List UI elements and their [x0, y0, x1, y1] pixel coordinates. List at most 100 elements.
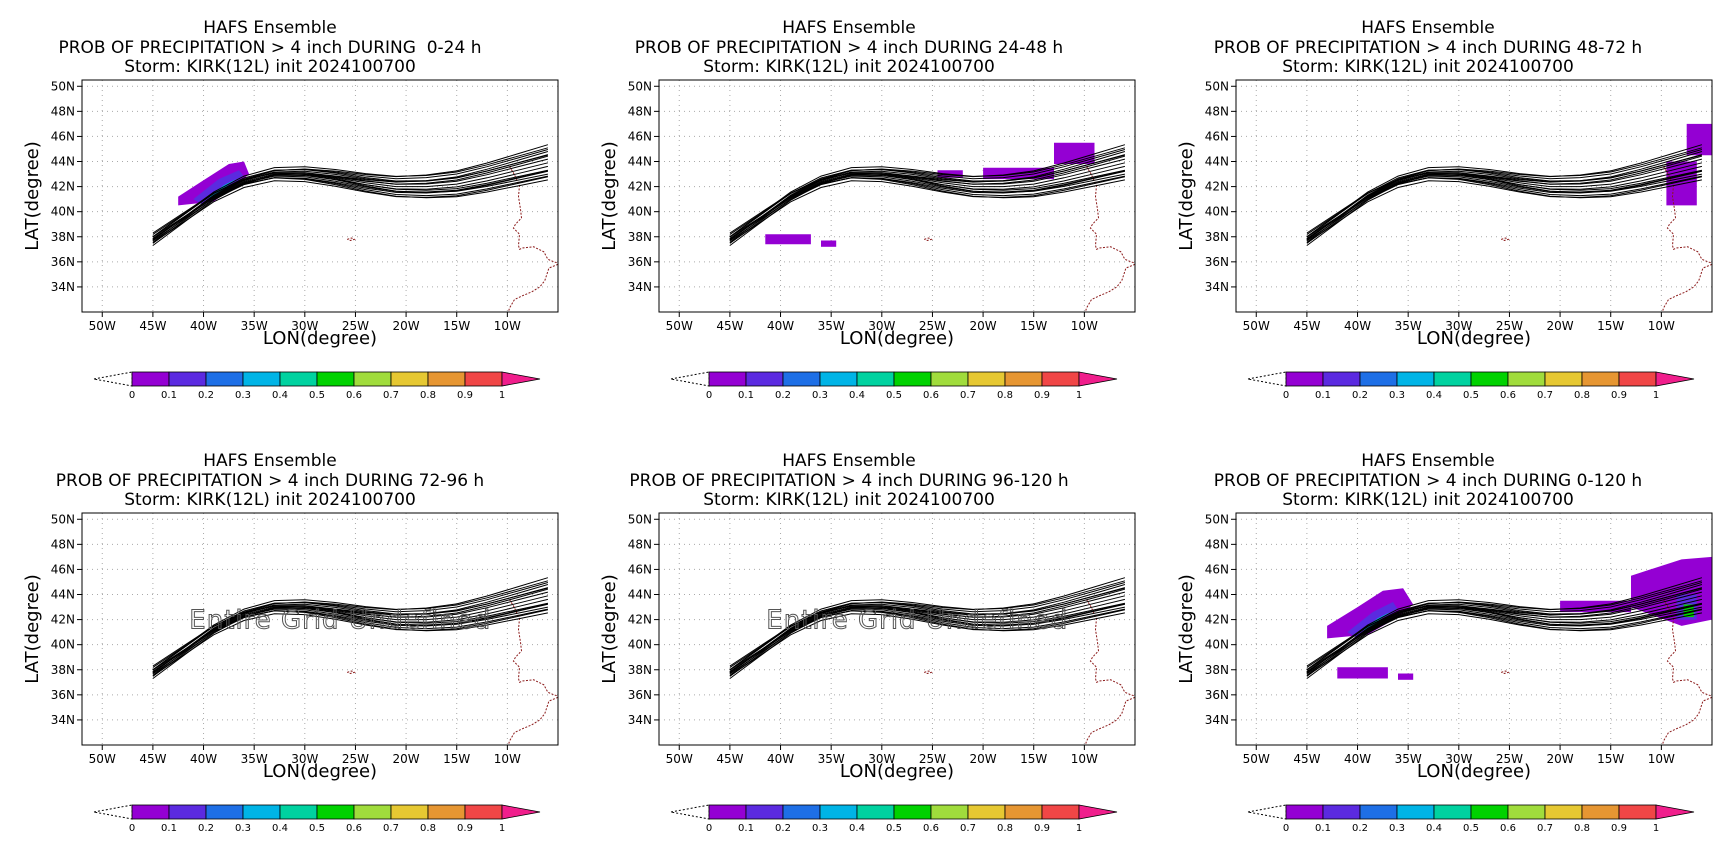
y-tick-label: 38N	[628, 230, 652, 244]
colorbar-label: 1	[1653, 823, 1659, 834]
x-tick-label: 50W	[1243, 752, 1270, 766]
x-tick-label: 50W	[666, 319, 693, 333]
colorbar-swatch	[1581, 804, 1620, 820]
x-tick-label: 45W	[139, 319, 166, 333]
colorbar-label: 0.1	[161, 823, 177, 834]
colorbar-swatch	[464, 371, 503, 387]
x-tick-label: 50W	[1243, 319, 1270, 333]
colorbar-swatch	[930, 804, 969, 820]
y-tick-label: 46N	[51, 562, 75, 576]
ensemble-track	[1306, 582, 1703, 674]
x-tick-label: 30W	[868, 319, 895, 333]
x-tick-label: 35W	[818, 752, 845, 766]
x-tick-label: 40W	[190, 752, 217, 766]
x-tick-label: 25W	[919, 319, 946, 333]
x-tick-label: 25W	[1496, 752, 1523, 766]
x-tick-label: 40W	[190, 319, 217, 333]
x-tick-label: 20W	[393, 752, 420, 766]
ensemble-track	[1306, 577, 1703, 676]
y-axis-label: LAT(degree)	[1176, 141, 1197, 250]
colorbar-swatch	[745, 804, 784, 820]
colorbar-label: 0	[1283, 390, 1289, 401]
colorbar-swatch	[967, 371, 1006, 387]
colorbar-label: 0.4	[849, 390, 865, 401]
plot-frame	[81, 512, 559, 746]
ensemble-track	[152, 577, 549, 676]
ensemble-track	[152, 584, 549, 679]
y-tick-label: 48N	[628, 104, 652, 118]
x-tick-label: 15W	[443, 752, 470, 766]
x-axis-label: LON(degree)	[1417, 328, 1531, 349]
colorbar-swatch	[782, 804, 821, 820]
x-tick-label: 35W	[1395, 319, 1422, 333]
y-tick-label: 40N	[1205, 638, 1229, 652]
colorbar-swatch	[819, 804, 858, 820]
x-tick-label: 25W	[1496, 319, 1523, 333]
colorbar-label: 0.4	[272, 390, 288, 401]
ensemble-track	[729, 147, 1126, 238]
y-tick-label: 44N	[51, 155, 75, 169]
colorbar-swatch	[819, 371, 858, 387]
x-tick-label: 20W	[1547, 752, 1574, 766]
y-axis-label: LAT(degree)	[599, 141, 620, 250]
colorbar-swatch	[1004, 804, 1043, 820]
y-tick-label: 36N	[51, 255, 75, 269]
y-tick-label: 40N	[51, 205, 75, 219]
y-tick-label: 40N	[1205, 205, 1229, 219]
colorbar-swatch	[427, 371, 466, 387]
x-tick-label: 10W	[1071, 319, 1098, 333]
ensemble-track	[729, 151, 1126, 246]
y-tick-label: 38N	[628, 663, 652, 677]
colorbar-under-triangle	[93, 804, 133, 820]
storm-info: Storm: KIRK(12L) init 2024100700	[1282, 57, 1574, 77]
colorbar-swatch	[1433, 804, 1472, 820]
colorbar-label: 0	[706, 390, 712, 401]
colorbar-label: 0.3	[235, 823, 251, 834]
colorbar-label: 0.4	[849, 823, 865, 834]
y-tick-label: 42N	[51, 180, 75, 194]
ensemble-track	[152, 176, 549, 244]
x-tick-label: 50W	[89, 319, 116, 333]
ensemble-track	[729, 170, 1126, 240]
colorbar-label: 0.4	[1426, 823, 1442, 834]
colorbar-label: 0.7	[1537, 390, 1553, 401]
colorbar-swatch	[1618, 371, 1657, 387]
ensemble-track	[1306, 177, 1702, 238]
y-axis-label: LAT(degree)	[22, 574, 43, 683]
colorbar-over-triangle	[501, 804, 541, 820]
ensemble-track	[729, 169, 1126, 235]
y-tick-label: 44N	[51, 588, 75, 602]
ensemble-track	[729, 580, 1126, 671]
ensemble-track	[729, 176, 1126, 244]
colorbar-swatch	[1470, 371, 1509, 387]
colorbar-label: 1	[499, 823, 505, 834]
colorbar-swatch	[1507, 804, 1546, 820]
coastline-africa	[1662, 263, 1712, 312]
colorbar-label: 0.6	[1500, 390, 1516, 401]
coastline-iberia	[508, 166, 558, 264]
y-tick-label: 48N	[51, 537, 75, 551]
ensemble-track	[152, 147, 549, 238]
y-tick-label: 34N	[51, 713, 75, 727]
colorbar-swatch	[353, 804, 392, 820]
ensemble-track	[152, 155, 549, 244]
x-tick-label: 20W	[1547, 319, 1574, 333]
colorbar-label: 0.5	[1463, 823, 1479, 834]
colorbar-label: 0.9	[1034, 823, 1050, 834]
storm-info: Storm: KIRK(12L) init 2024100700	[1282, 490, 1574, 510]
colorbar-swatch	[930, 371, 969, 387]
ensemble-track	[729, 588, 1126, 677]
y-tick-label: 36N	[628, 255, 652, 269]
x-tick-label: 20W	[393, 319, 420, 333]
y-tick-label: 46N	[628, 562, 652, 576]
colorbar-swatch	[1396, 371, 1435, 387]
ensemble-track	[152, 609, 549, 677]
colorbar-over-triangle	[501, 371, 541, 387]
plot-area	[1236, 513, 1712, 745]
colorbar-swatch	[1359, 804, 1398, 820]
coastline-iberia	[1085, 166, 1135, 264]
x-tick-label: 45W	[1293, 319, 1320, 333]
grid-undefined-annotation: Entire Grid Undefined	[189, 605, 491, 635]
